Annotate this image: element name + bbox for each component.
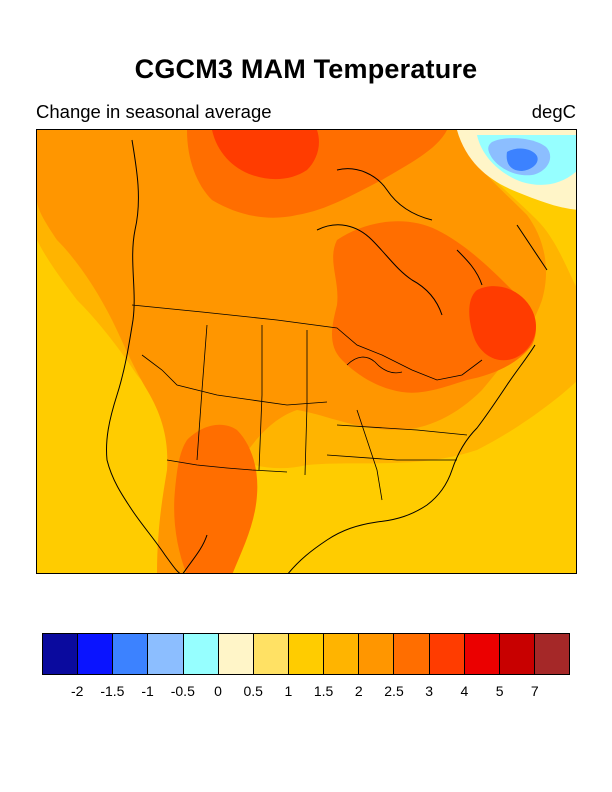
legend-swatch [148, 634, 184, 674]
legend-swatch [429, 634, 465, 674]
units-label: degC [531, 101, 576, 122]
legend-swatch [113, 634, 149, 674]
legend-tick-label: 3 [425, 683, 434, 699]
legend-swatch [183, 634, 219, 674]
contour-3-4-southwest [174, 424, 258, 573]
legend-tick-label: -2 [70, 683, 84, 699]
legend-swatch [359, 634, 395, 674]
legend-swatch [499, 634, 535, 674]
legend-swatch [464, 634, 500, 674]
contour-4-5-quebec [469, 286, 536, 361]
color-legend-labels: -2 -1.5 -1 -0.5 0 0.5 1 1.5 2 2.5 3 4 5 7 [42, 683, 570, 703]
legend-tick-label: 1 [284, 683, 293, 699]
legend-tick-label: 0.5 [243, 683, 263, 699]
political-borders [131, 304, 483, 501]
legend-tick-label: 7 [530, 683, 539, 699]
temperature-map [36, 129, 577, 574]
legend-swatch [43, 634, 79, 674]
legend-swatch [78, 634, 114, 674]
contour-4-5-arctic [212, 130, 319, 180]
legend-swatch [288, 634, 325, 674]
contour-greenland-neg1.5-neg1 [506, 148, 538, 171]
color-legend [42, 633, 570, 675]
map-svg [37, 130, 576, 573]
legend-tick-label: 4 [460, 683, 469, 699]
legend-tick-label: 5 [495, 683, 504, 699]
legend-tick-label: 0 [214, 683, 222, 699]
legend-tick-label: -1.5 [100, 683, 125, 699]
legend-swatch [534, 634, 570, 674]
legend-swatch [324, 634, 360, 674]
plot-title: CGCM3 MAM Temperature [134, 54, 478, 84]
coastlines [106, 139, 548, 573]
legend-tick-label: 2 [354, 683, 363, 699]
left-subtitle: Change in seasonal average [36, 101, 272, 122]
legend-tick-label: -1 [141, 683, 154, 699]
legend-tick-label: 2.5 [384, 683, 404, 699]
legend-swatch [394, 634, 430, 674]
legend-swatch [218, 634, 254, 674]
legend-tick-label: 1.5 [313, 683, 334, 699]
legend-tick-label: -0.5 [170, 683, 195, 699]
legend-swatch [253, 634, 289, 674]
